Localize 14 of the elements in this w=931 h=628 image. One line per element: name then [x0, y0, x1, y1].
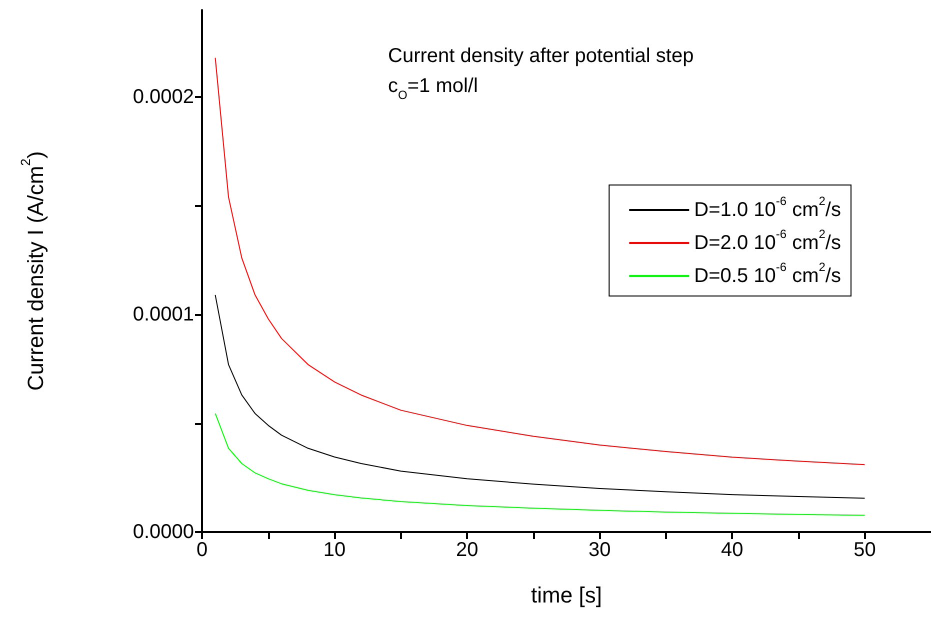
annotation: Current density after potential step [388, 45, 694, 67]
x-tick-label: 10 [323, 539, 346, 561]
x-tick-label: 50 [854, 539, 876, 561]
y-tick-label: 0.0002 [132, 86, 194, 108]
line-series [214, 294, 866, 499]
x-tick-label: 40 [721, 539, 744, 561]
y-tick-label: 0.0001 [132, 304, 194, 326]
y-axis-title: Current density I (A/cm2) [18, 151, 48, 391]
x-axis-title: time [s] [531, 582, 602, 608]
x-tick-label: 0 [196, 539, 208, 561]
x-tick-label: 30 [588, 539, 611, 561]
line-series [214, 412, 866, 516]
x-tick-label: 20 [456, 539, 478, 561]
y-tick-label: 0.0000 [132, 521, 194, 543]
